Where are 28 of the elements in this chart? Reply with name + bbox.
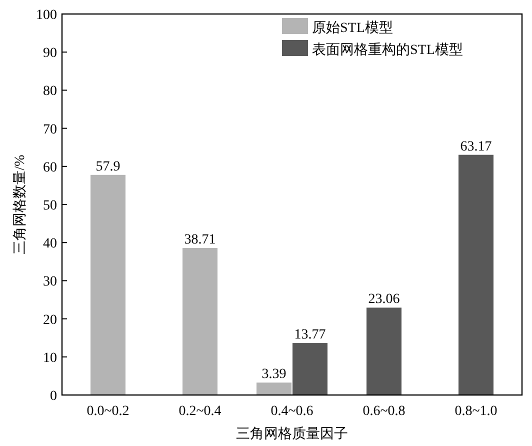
x-tick-label: 0.0~0.2 (86, 404, 130, 419)
data-label: 13.77 (294, 328, 326, 343)
x-tick-label: 0.2~0.4 (178, 404, 222, 419)
y-tick-label: 10 (43, 350, 57, 366)
y-tick-label: 20 (43, 312, 57, 328)
data-label: 57.9 (96, 159, 120, 174)
y-tick-label: 60 (43, 160, 57, 176)
y-tick-label: 50 (43, 198, 57, 214)
y-tick-label: 0 (50, 389, 57, 404)
y-tick-label: 90 (43, 46, 57, 62)
x-tick-label: 0.6~0.8 (362, 404, 406, 419)
y-tick-label: 100 (36, 8, 57, 23)
x-axis-title: 三角网格质量因子 (236, 426, 348, 442)
legend-label: 原始STL模型 (312, 20, 393, 36)
data-label: 23.06 (368, 292, 400, 308)
y-tick-label: 30 (43, 274, 57, 290)
data-label: 38.71 (184, 232, 216, 248)
x-tick-label: 0.4~0.6 (270, 404, 314, 419)
y-tick-label: 70 (43, 122, 57, 138)
x-tick-label: 0.8~1.0 (454, 404, 498, 419)
legend-label: 表面网格重构的STL模型 (312, 42, 463, 58)
y-tick-label: 80 (43, 84, 57, 100)
bar (458, 154, 494, 396)
bar (90, 174, 126, 396)
y-tick-label: 40 (43, 236, 57, 252)
data-label: 63.17 (460, 139, 492, 154)
data-label: 3.39 (262, 367, 286, 382)
y-axis-title: 三角网格数量/% (12, 154, 28, 254)
